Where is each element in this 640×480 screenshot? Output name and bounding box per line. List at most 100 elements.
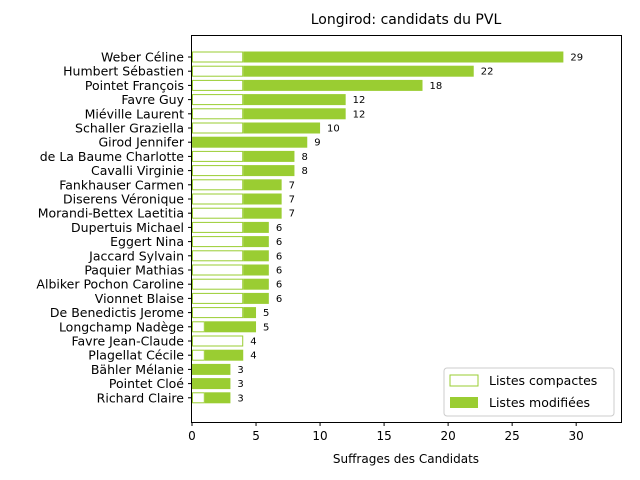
bar-modifiees xyxy=(243,307,257,319)
candidate-label: Dupertuis Michael xyxy=(71,220,184,235)
candidate-label: Pointet Cloé xyxy=(109,376,184,391)
bar-modifiees xyxy=(243,79,423,91)
plot-frame xyxy=(191,35,622,423)
bar-compactes xyxy=(192,51,244,63)
candidate-label: Pointet François xyxy=(85,78,184,93)
bar-modifiees xyxy=(243,250,269,262)
bar-compactes xyxy=(192,307,244,319)
candidate-label: Humbert Sébastien xyxy=(63,64,184,79)
bar-modifiees xyxy=(243,221,269,233)
x-tick-label: 20 xyxy=(440,429,455,443)
bar-modifiees xyxy=(243,150,295,162)
bar-modifiees xyxy=(243,65,474,77)
candidate-label: Longchamp Nadège xyxy=(59,319,184,334)
bar-value-label: 29 xyxy=(570,53,583,64)
legend-label-modifiees: Listes modifiées xyxy=(489,395,590,410)
legend: Listes compactes Listes modifiées xyxy=(443,367,615,417)
x-tick-label: 10 xyxy=(312,429,327,443)
bar-value-label: 6 xyxy=(276,223,282,234)
legend-swatch-modifiees xyxy=(450,397,478,408)
legend-label-compactes: Listes compactes xyxy=(489,373,597,388)
bar-compactes xyxy=(192,122,244,134)
bar-modifiees xyxy=(192,378,231,390)
legend-frame xyxy=(443,367,615,417)
bar-value-label: 12 xyxy=(353,95,366,106)
candidate-label: Miéville Laurent xyxy=(85,106,184,121)
bar-compactes xyxy=(192,65,244,77)
bar-compactes xyxy=(192,264,244,276)
bar-compactes xyxy=(192,79,244,91)
bar-value-label: 4 xyxy=(250,337,256,348)
bar-value-label: 5 xyxy=(263,322,269,333)
bar-value-label: 3 xyxy=(237,379,243,390)
bar-modifiees xyxy=(243,292,269,304)
bar-compactes xyxy=(192,250,244,262)
bar-compactes xyxy=(192,292,244,304)
bars-group xyxy=(192,51,564,404)
bar-compactes xyxy=(192,392,205,404)
bar-value-label: 8 xyxy=(301,152,307,163)
bar-modifiees xyxy=(243,165,295,177)
x-tick-label: 0 xyxy=(188,429,196,443)
bar-compactes xyxy=(192,165,244,177)
bar-value-label: 6 xyxy=(276,237,282,248)
bar-modifiees xyxy=(204,349,244,361)
bar-compactes xyxy=(192,207,244,219)
bar-compactes xyxy=(192,335,244,347)
bar-modifiees xyxy=(243,179,282,191)
x-tick-label: 25 xyxy=(505,429,520,443)
bar-value-label: 3 xyxy=(237,393,243,404)
bar-modifiees xyxy=(243,278,269,290)
bar-compactes xyxy=(192,221,244,233)
bar-compactes xyxy=(192,179,244,191)
bar-compactes xyxy=(192,108,244,120)
bar-compactes xyxy=(192,150,244,162)
x-tick-label: 30 xyxy=(569,429,584,443)
candidate-label: Jaccard Sylvain xyxy=(88,248,184,263)
bar-value-label: 6 xyxy=(276,266,282,277)
bar-compactes xyxy=(192,94,244,106)
bar-value-label: 6 xyxy=(276,251,282,262)
candidate-label: Fankhauser Carmen xyxy=(59,177,184,192)
bar-modifiees xyxy=(243,94,346,106)
bar-value-label: 9 xyxy=(314,138,320,149)
x-tick-label: 15 xyxy=(376,429,391,443)
bar-modifiees xyxy=(192,363,231,375)
bar-modifiees xyxy=(243,122,321,134)
bar-value-label: 18 xyxy=(430,81,443,92)
x-axis-title: Suffrages des Candidats xyxy=(333,452,479,466)
candidate-label: Vionnet Blaise xyxy=(95,291,185,306)
candidate-label: Albiker Pochon Caroline xyxy=(36,277,184,292)
x-axis-ticks: 0 5 10 15 20 25 30 xyxy=(188,422,584,443)
bar-modifiees xyxy=(243,193,282,205)
bar-modifiees xyxy=(243,236,269,248)
bar-value-label: 10 xyxy=(327,124,340,135)
chart-title: Longirod: candidats du PVL xyxy=(311,12,502,28)
bar-compactes xyxy=(192,236,244,248)
candidate-label: Girod Jennifer xyxy=(98,135,184,150)
bar-compactes xyxy=(192,193,244,205)
bar-value-label: 4 xyxy=(250,351,256,362)
bar-value-label: 6 xyxy=(276,294,282,305)
candidate-label: Favre Jean-Claude xyxy=(71,334,184,349)
bar-value-label: 7 xyxy=(289,180,295,191)
candidate-label: de La Baume Charlotte xyxy=(40,149,185,164)
bar-modifiees xyxy=(243,264,269,276)
candidate-label: Eggert Nina xyxy=(110,234,184,249)
bar-value-label: 3 xyxy=(237,365,243,376)
candidate-label: Bähler Mélanie xyxy=(91,362,184,377)
candidate-label: Schaller Graziella xyxy=(75,121,184,136)
bar-modifiees xyxy=(204,321,257,333)
candidate-label: Plagellat Cécile xyxy=(88,348,184,363)
candidate-label: Richard Claire xyxy=(97,390,185,405)
candidate-label: Morandi-Bettex Laetitia xyxy=(38,206,184,221)
bar-value-label: 22 xyxy=(481,67,494,78)
legend-swatch-compactes xyxy=(449,374,479,387)
candidate-label: Weber Céline xyxy=(101,50,184,65)
candidate-label: Paquier Mathias xyxy=(84,263,184,278)
bar-modifiees xyxy=(243,207,282,219)
candidate-label: Diserens Véronique xyxy=(63,192,184,207)
